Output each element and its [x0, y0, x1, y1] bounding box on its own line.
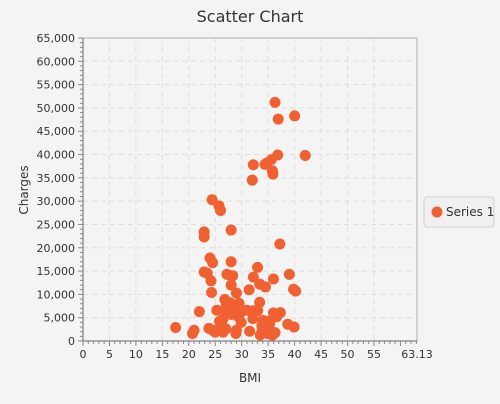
y-tick-label: 30,000	[37, 195, 76, 208]
data-point	[205, 275, 217, 287]
data-point	[243, 284, 255, 296]
y-tick-label: 65,000	[37, 32, 76, 45]
x-tick-label: 40	[288, 348, 302, 361]
chart-title: Scatter Chart	[197, 7, 304, 26]
data-point	[207, 257, 219, 269]
legend: Series 1	[423, 196, 495, 228]
y-tick-label: 10,000	[37, 288, 76, 301]
y-tick-label: 55,000	[37, 79, 76, 92]
x-tick-label: 15	[155, 348, 169, 361]
data-point	[170, 321, 182, 333]
data-point	[257, 321, 269, 333]
data-point	[217, 314, 229, 326]
y-tick-label: 45,000	[37, 125, 76, 138]
x-tick-label: 55	[367, 348, 381, 361]
y-tick-label: 15,000	[37, 265, 76, 278]
x-tick-label: 35	[261, 348, 275, 361]
data-point	[259, 158, 271, 170]
y-tick-label: 25,000	[37, 218, 76, 231]
data-point	[246, 174, 258, 186]
y-tick-label: 35,000	[37, 172, 76, 185]
x-axis-ticks: 0 5 10 15 20 25 30 35 40 45 50 55 63.13	[80, 341, 433, 361]
y-axis-title: Charges	[17, 165, 31, 214]
data-point	[225, 224, 237, 236]
data-point	[271, 311, 283, 323]
data-point	[225, 270, 237, 282]
y-axis-ticks: 0 5,000 10,000 15,000 20,000 25,000 30,000 35,0…	[37, 32, 83, 348]
x-tick-label: 63.13	[401, 348, 433, 361]
axes: 0 5 10 15 20 25 30 35 40 45 50 55 63.13 0 5,000 10,000…	[37, 32, 433, 361]
data-point	[225, 279, 237, 291]
data-point	[288, 321, 300, 333]
x-tick-label: 20	[182, 348, 196, 361]
x-axis-title: BMI	[239, 371, 261, 385]
data-point	[283, 268, 295, 280]
plot-area	[82, 37, 418, 342]
x-tick-label: 45	[314, 348, 328, 361]
legend-label: Series 1	[446, 205, 494, 219]
data-point	[254, 296, 266, 308]
legend-marker	[431, 206, 443, 218]
x-tick-label: 10	[129, 348, 143, 361]
y-tick-label: 50,000	[37, 102, 76, 115]
data-point	[198, 231, 210, 243]
data-point	[267, 168, 279, 180]
grid	[83, 38, 417, 341]
data-point	[230, 328, 242, 340]
data-point	[187, 328, 199, 340]
data-point	[289, 110, 301, 122]
data-point	[274, 238, 286, 250]
data-point	[252, 261, 264, 273]
data-point	[266, 329, 278, 341]
x-tick-label: 25	[208, 348, 222, 361]
data-point	[206, 287, 218, 299]
y-tick-label: 60,000	[37, 55, 76, 68]
y-tick-label: 5,000	[44, 312, 76, 325]
data-point	[252, 305, 264, 317]
data-point	[290, 285, 302, 297]
data-point	[225, 256, 237, 268]
x-tick-label: 5	[106, 348, 113, 361]
data-point	[247, 159, 259, 171]
data-point	[235, 316, 247, 328]
data-point	[272, 113, 284, 125]
x-tick-label: 30	[235, 348, 249, 361]
data-point	[247, 271, 259, 283]
data-point	[247, 313, 259, 325]
data-point	[299, 149, 311, 161]
y-tick-label: 20,000	[37, 242, 76, 255]
x-tick-label: 0	[80, 348, 87, 361]
data-point	[244, 325, 256, 337]
data-point	[211, 304, 223, 316]
legend-box	[423, 196, 495, 228]
x-tick-label: 50	[341, 348, 355, 361]
data-point	[267, 273, 279, 285]
data-point	[217, 326, 229, 338]
data-points	[170, 96, 311, 341]
data-point	[193, 306, 205, 318]
data-point	[260, 281, 272, 293]
data-point	[269, 96, 281, 108]
data-point	[209, 326, 221, 338]
y-tick-label: 40,000	[37, 149, 76, 162]
data-point	[230, 287, 242, 299]
y-tick-label: 0	[68, 335, 75, 348]
data-point	[215, 204, 227, 216]
